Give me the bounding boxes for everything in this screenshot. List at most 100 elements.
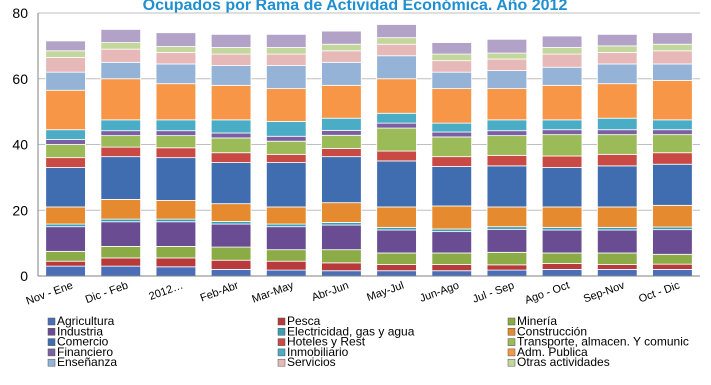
x-tick-label: Oct - Dic: [637, 279, 682, 305]
chart-title: Ocupados por Rama de Actividad Económica…: [143, 0, 568, 14]
bar-segment: [652, 134, 693, 154]
bar-segment: [541, 119, 583, 131]
bar-segment: [155, 221, 197, 247]
bar-segment: [155, 147, 197, 159]
bar-segment: [45, 260, 86, 267]
bar-segment: [431, 122, 473, 133]
bar-segment: [596, 134, 638, 155]
bar-segment: [210, 137, 252, 154]
bar-segment: [45, 157, 86, 168]
bar-segment: [652, 79, 693, 121]
bar-segment: [376, 122, 417, 129]
bar-segment: [596, 45, 638, 53]
bar-segment: [45, 129, 86, 140]
legend-label: Adm. Publica: [517, 345, 588, 359]
bar-segment: [265, 206, 307, 225]
bar-segment: [210, 203, 252, 222]
bar-segment: [541, 35, 583, 48]
bar-segment: [155, 257, 197, 268]
bar-segment: [45, 265, 86, 277]
bar-segment: [265, 153, 307, 163]
bar-segment: [100, 61, 142, 80]
legend-swatch: [47, 338, 56, 346]
bar-segment: [596, 165, 638, 208]
bar-segment: [431, 264, 473, 272]
bar-segment: [376, 264, 417, 272]
bar-segment: [376, 270, 417, 277]
legend-label: Agricultura: [57, 314, 115, 328]
bar-segment: [210, 53, 252, 67]
bar-segment: [210, 259, 252, 270]
bar-segment: [100, 221, 142, 247]
legend-label: Electricidad, gas y agua: [287, 324, 415, 338]
bar-segment: [652, 263, 693, 270]
legend-swatch: [507, 348, 516, 357]
bar-segment: [100, 48, 142, 63]
bar-segment: [486, 264, 528, 271]
bar-segment: [321, 262, 362, 272]
bar-segment: [321, 50, 362, 63]
x-tick-label: Abr-Jun: [310, 280, 350, 304]
bar-segment: [321, 61, 362, 86]
bar-segment: [210, 162, 252, 205]
bar-segment: [541, 263, 583, 270]
bar-segment: [45, 56, 86, 73]
bar-segment: [100, 135, 142, 148]
bar-segment: [265, 140, 307, 155]
bar-segment: [210, 223, 252, 248]
bar-segment: [265, 53, 307, 67]
legend-label: Otras actividades: [517, 355, 610, 369]
bar-segment: [100, 257, 142, 267]
bar-segment: [652, 152, 693, 165]
bar-segment: [541, 66, 583, 86]
legend-swatch: [277, 328, 286, 336]
bar-segment: [321, 134, 362, 149]
bar-segment: [155, 63, 197, 85]
bar-segment: [652, 43, 693, 52]
bar-segment: [155, 83, 197, 121]
bar-segment: [541, 129, 583, 136]
bar-segment: [652, 129, 693, 136]
bar-segment: [376, 160, 417, 208]
bar-segment: [45, 40, 86, 52]
bar-segment: [155, 246, 197, 259]
x-tick-label: Mar-May: [250, 279, 295, 305]
bar-segment: [321, 202, 362, 223]
x-axis: Nov - Ene Dic - Feb 2012… Feb-Abr Mar-May Abr…: [25, 275, 700, 308]
legend-label: Enseñanza: [57, 355, 117, 369]
bar-segment: [541, 167, 583, 208]
legend-label: Industria: [57, 324, 103, 338]
bar-segment: [265, 121, 307, 137]
x-tick-label: Ago - Oct: [523, 280, 571, 307]
bar-segment: [596, 153, 638, 167]
bar-segment: [376, 206, 417, 228]
legend-swatch: [47, 358, 56, 367]
bar-segment: [486, 88, 528, 121]
bar-segment: [596, 33, 638, 47]
bar-segment: [431, 231, 473, 254]
bar-segment: [321, 156, 362, 204]
bar-segment: [155, 119, 197, 132]
bar-segment: [541, 206, 583, 228]
bar-segment: [596, 264, 638, 270]
bar-segment: [596, 63, 638, 85]
bar-segment: [596, 129, 638, 136]
bar-segment: [431, 53, 473, 62]
bar-segment: [210, 84, 252, 121]
legend-swatch: [507, 328, 516, 336]
bar-segment: [541, 53, 583, 68]
bar-segment: [596, 252, 638, 265]
bar-segment: [486, 130, 528, 137]
bar-segment: [652, 163, 693, 206]
bar-segment: [321, 270, 362, 277]
bar-segment: [376, 150, 417, 162]
bar-segment: [541, 269, 583, 277]
legend-label: Hoteles y Rest: [287, 335, 366, 349]
bar-segment: [100, 198, 142, 220]
bar-segment: [596, 83, 638, 119]
bar-segment: [652, 119, 693, 131]
legend-swatch: [277, 348, 286, 357]
legend-label: Comercio: [57, 335, 109, 349]
legend-swatch: [47, 328, 56, 336]
